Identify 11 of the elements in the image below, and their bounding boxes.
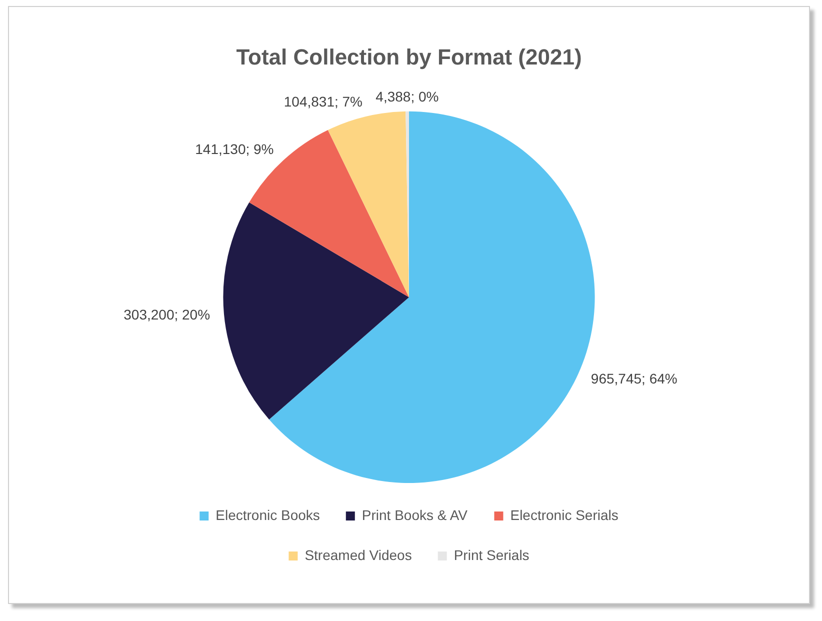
data-label: 965,745; 64% [590, 370, 678, 387]
legend-label: Electronic Serials [510, 506, 618, 523]
data-label: 4,388; 0% [376, 88, 439, 104]
legend-label: Print Books & AV [362, 506, 468, 523]
legend-label: Print Serials [454, 546, 530, 563]
data-label: 104,831; 7% [284, 94, 362, 110]
legend-label: Electronic Books [216, 506, 320, 523]
data-label: 141,130; 9% [195, 140, 274, 157]
chart-title: Total Collection by Format (2021) [236, 44, 582, 70]
legend-label: Streamed Videos [304, 546, 412, 563]
data-label: 303,200; 20% [124, 306, 210, 322]
